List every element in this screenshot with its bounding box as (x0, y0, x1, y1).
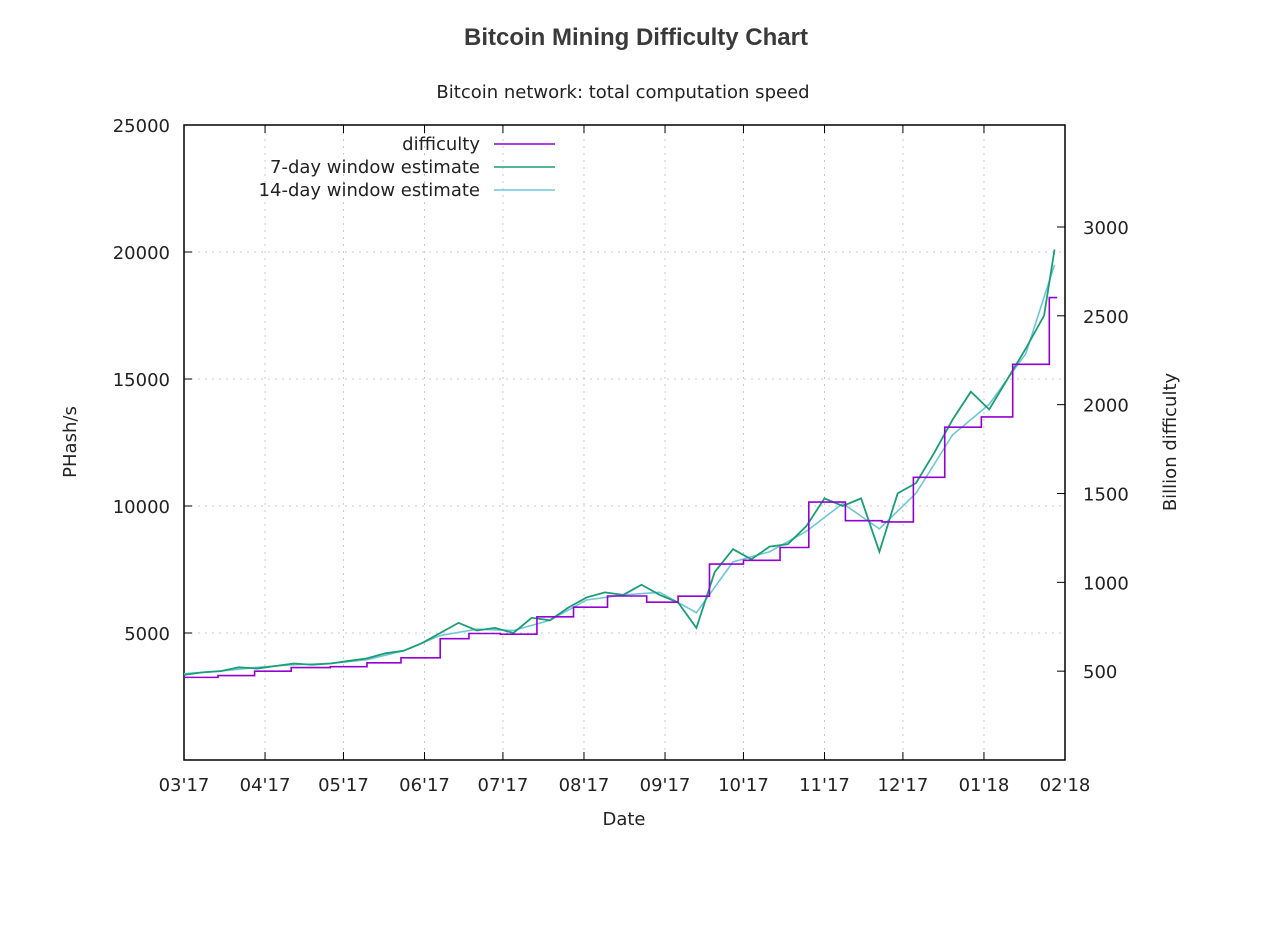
grid (184, 125, 1065, 760)
x-axis-title: Date (602, 809, 645, 830)
x-tick-label: 03'17 (159, 775, 210, 796)
y-axis-title: PHash/s (60, 406, 81, 478)
axis-ticks: 03'17 04'17 05'17 06'17 07'17 08'17 09'17 10'17… (113, 116, 1129, 796)
x-tick-label: 01'18 (959, 775, 1010, 796)
y2-tick-label: 1000 (1083, 573, 1129, 594)
x-tick-label: 09'17 (640, 775, 691, 796)
series-line-7day-estimate (183, 249, 1056, 676)
y2-tick-label: 2000 (1083, 396, 1129, 417)
plot-frame (183, 124, 1066, 761)
y-tick-label: 20000 (113, 243, 170, 264)
x-tick-label: 08'17 (559, 775, 610, 796)
y2-tick-label: 500 (1083, 662, 1117, 683)
x-tick-label: 05'17 (318, 775, 369, 796)
x-tick-label: 04'17 (240, 775, 291, 796)
legend-label-7day: 7-day window estimate (270, 157, 480, 178)
series-layer (183, 249, 1058, 679)
x-tick-label: 07'17 (478, 775, 529, 796)
legend-label-14day: 14-day window estimate (259, 180, 480, 201)
legend-label-difficulty: difficulty (402, 134, 480, 155)
x-tick-label: 06'17 (399, 775, 450, 796)
chart-subtitle: Bitcoin network: total computation speed (436, 82, 809, 103)
page-title: Bitcoin Mining Difficulty Chart (464, 24, 808, 51)
x-tick-label: 10'17 (718, 775, 769, 796)
y-tick-label: 15000 (113, 370, 170, 391)
x-tick-label: 11'17 (799, 775, 850, 796)
x-tick-label: 02'18 (1040, 775, 1091, 796)
y2-tick-label: 3000 (1083, 218, 1129, 239)
y2-axis-title: Billion difficulty (1160, 372, 1181, 511)
x-tick-label: 12'17 (878, 775, 929, 796)
y-tick-label: 10000 (113, 497, 170, 518)
y2-tick-label: 1500 (1083, 484, 1129, 505)
y-tick-label: 25000 (113, 116, 170, 137)
y2-tick-label: 2500 (1083, 307, 1129, 328)
y-tick-label: 5000 (124, 624, 170, 645)
series-line-difficulty (184, 296, 1058, 679)
legend: difficulty 7-day window estimate 14-day … (259, 134, 555, 201)
